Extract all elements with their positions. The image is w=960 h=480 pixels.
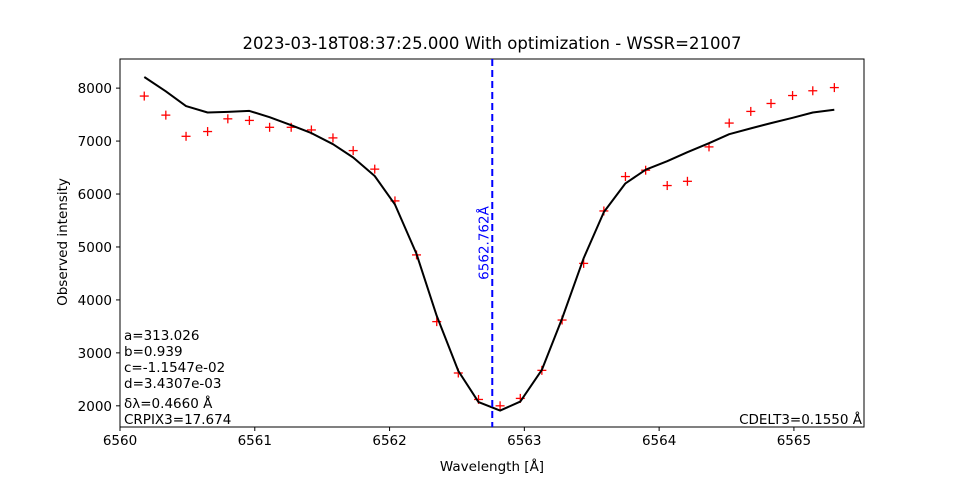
x-tick-label: 6562 [372, 433, 406, 449]
center-wavelength-marker: 6562.762Å [475, 59, 494, 427]
y-tick-label: 5000 [78, 240, 112, 256]
y-tick-label: 7000 [78, 134, 112, 150]
observed-point [746, 106, 756, 116]
x-tick-label: 6565 [777, 433, 811, 449]
x-tick-label: 6563 [507, 433, 541, 449]
observed-point [662, 181, 672, 191]
observed-point [766, 98, 776, 108]
observed-point [161, 110, 171, 120]
chart-title: 2023-03-18T08:37:25.000 With optimizatio… [243, 34, 742, 53]
x-axis: 6560 6561 6562 6563 6564 6565 [103, 427, 811, 449]
param-c: c=-1.1547e-02 [124, 360, 225, 376]
fit-parameters: a=313.026 b=0.939 c=-1.1547e-02 d=3.4307… [124, 328, 231, 428]
y-tick-label: 4000 [78, 293, 112, 309]
observed-point [808, 86, 818, 96]
y-axis: 2000 3000 4000 5000 6000 7000 8000 [78, 81, 120, 415]
x-tick-label: 6564 [642, 433, 676, 449]
param-a: a=313.026 [124, 328, 199, 344]
observed-point [244, 115, 254, 125]
observed-point [370, 164, 380, 174]
y-axis-label: Observed intensity [55, 178, 71, 306]
x-axis-label: Wavelength [Å] [440, 458, 544, 475]
param-cdelt3: CDELT3=0.1550 Å [739, 411, 863, 428]
observed-point [328, 133, 338, 143]
y-tick-label: 2000 [78, 399, 112, 415]
param-d: d=3.4307e-03 [124, 376, 221, 392]
param-crpix3: CRPIX3=17.674 [124, 412, 231, 428]
param-b: b=0.939 [124, 344, 183, 360]
observed-point [203, 127, 213, 137]
observed-point [788, 91, 798, 101]
fit-line [143, 76, 835, 412]
observed-point [620, 172, 630, 182]
x-tick-label: 6560 [103, 433, 137, 449]
y-tick-label: 6000 [78, 187, 112, 203]
observed-point [724, 118, 734, 128]
param-delta-lambda: δλ=0.4660 Å [124, 395, 213, 412]
observed-point [829, 83, 839, 93]
y-tick-label: 3000 [78, 346, 112, 362]
center-line-label: 6562.762Å [475, 205, 492, 279]
observed-point [682, 176, 692, 186]
observed-point [495, 401, 505, 411]
observed-point [139, 91, 149, 101]
observed-point [265, 122, 275, 132]
observed-point [223, 114, 233, 124]
observed-point [181, 131, 191, 141]
y-tick-label: 8000 [78, 81, 112, 97]
x-tick-label: 6561 [238, 433, 272, 449]
observed-point [348, 146, 358, 156]
